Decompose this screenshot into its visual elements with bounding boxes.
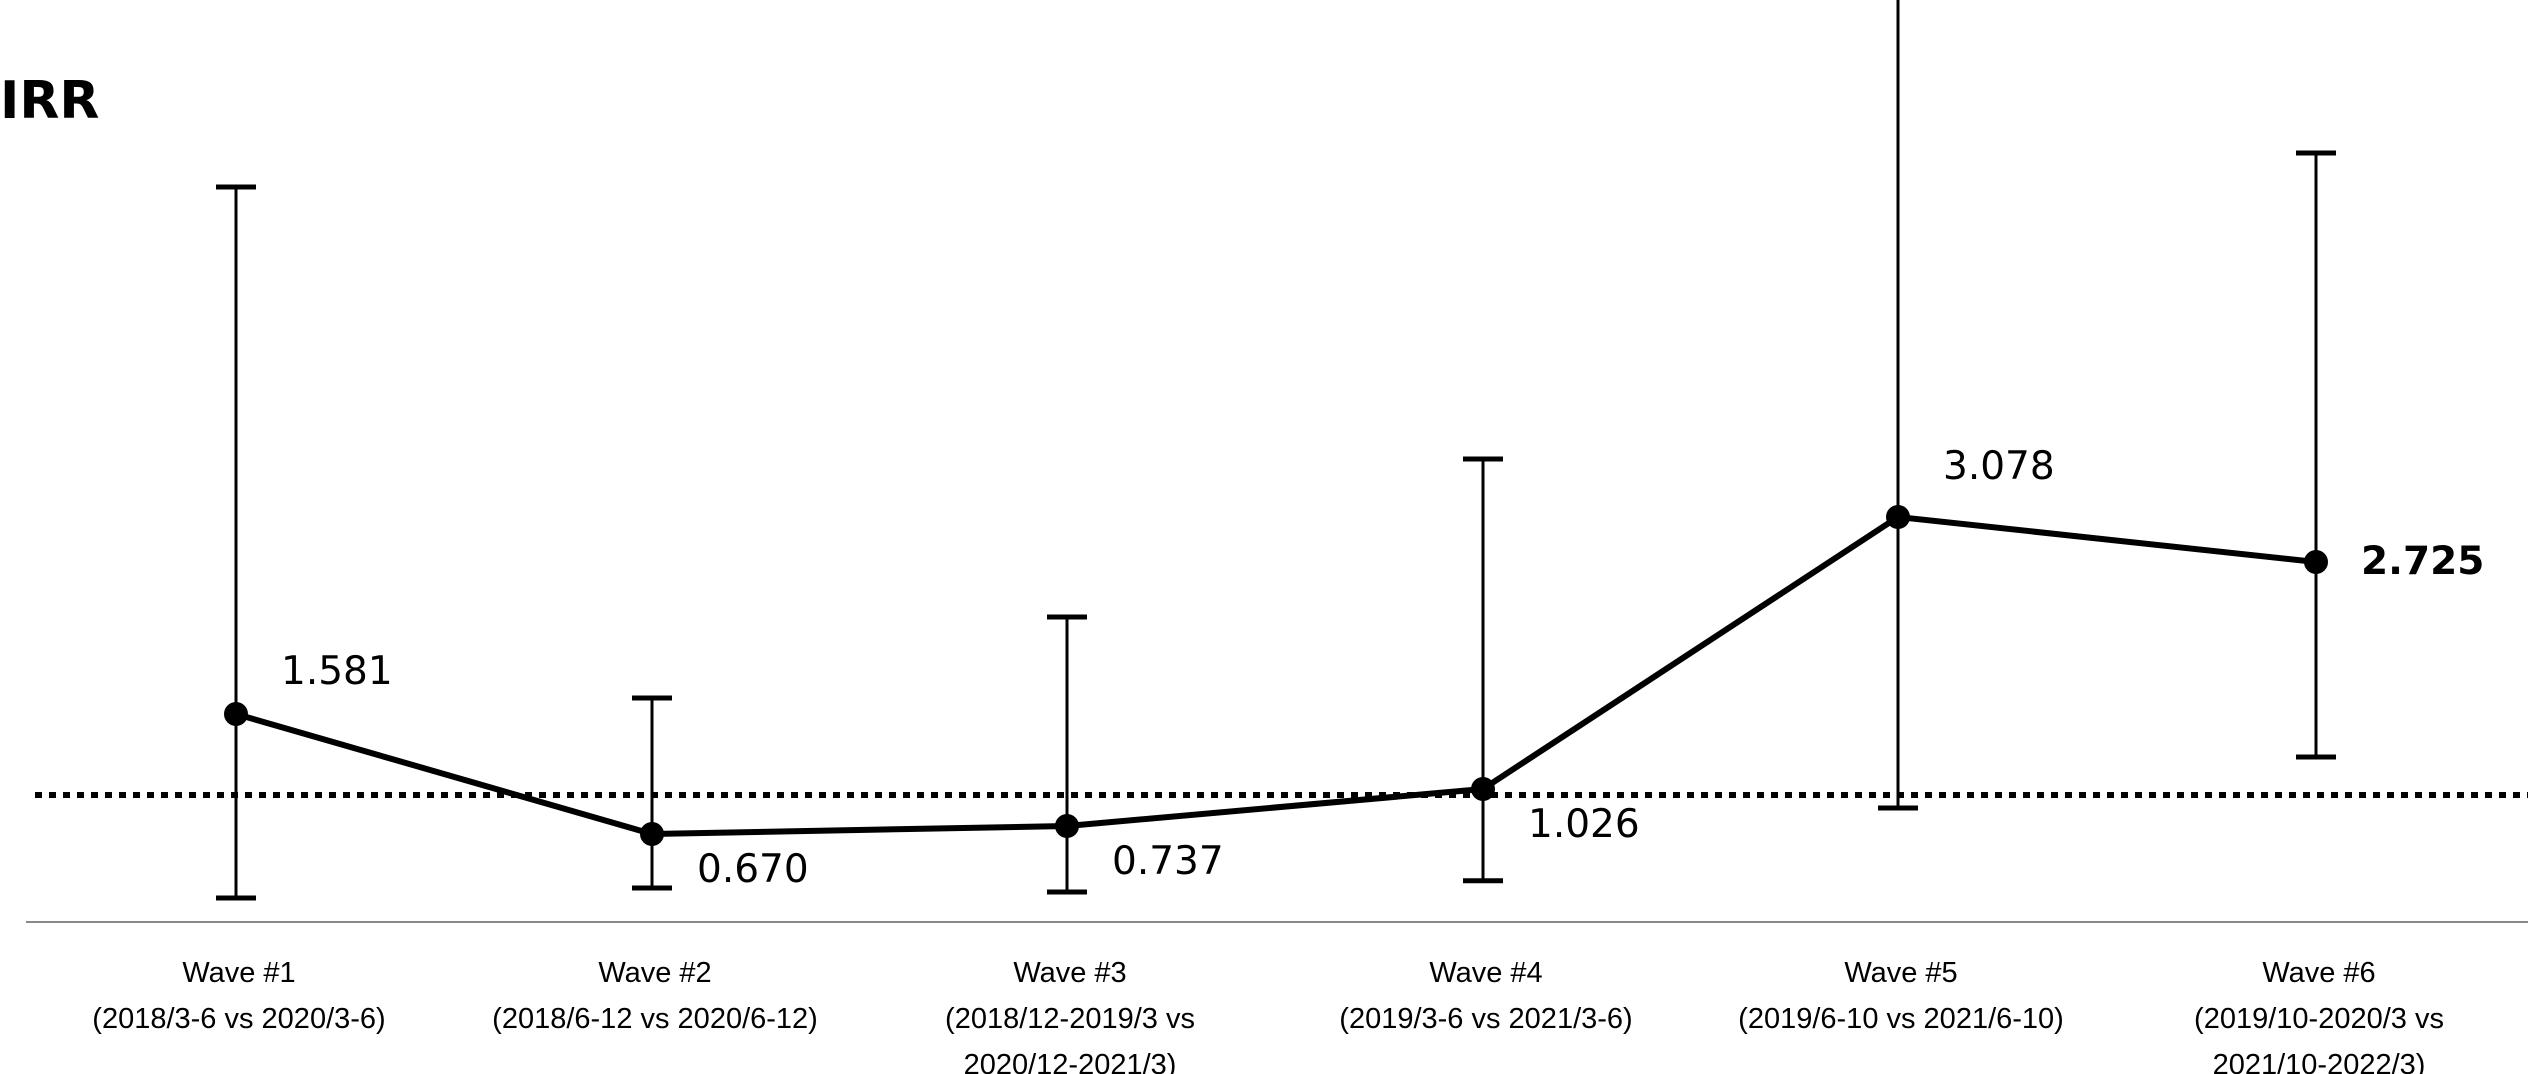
chart-marks: 1.581 0.670 0.737 1.026 3.078 2.725 Wave #1 (20… — [92, 0, 2484, 1074]
x-tick-label: Wave #2 — [598, 957, 711, 989]
x-tick-label: Wave #1 — [182, 957, 295, 989]
data-point — [1471, 777, 1495, 801]
data-point — [1886, 505, 1910, 529]
data-point — [224, 702, 248, 726]
data-label: 1.026 — [1528, 802, 1640, 847]
x-tick-sublabel: 2021/10-2022/3) — [2213, 1049, 2426, 1074]
x-tick-label: Wave #4 — [1429, 957, 1542, 989]
x-tick-sublabel: (2018/12-2019/3 vs — [945, 1003, 1195, 1035]
data-label: 3.078 — [1943, 444, 2055, 489]
x-tick-label: Wave #6 — [2262, 957, 2375, 989]
x-tick-sublabel: 2020/12-2021/3) — [964, 1049, 1177, 1074]
series-line — [235, 514, 2317, 837]
y-axis-label: IRR — [0, 71, 99, 131]
data-label: 1.581 — [281, 649, 393, 694]
x-tick-sublabel: (2019/3-6 vs 2021/3-6) — [1339, 1003, 1632, 1035]
x-tick-sublabel: (2019/10-2020/3 vs — [2194, 1003, 2444, 1035]
data-label: 0.737 — [1112, 839, 1224, 884]
x-tick-sublabel: (2018/3-6 vs 2020/3-6) — [92, 1003, 385, 1035]
data-point — [1055, 814, 1079, 838]
data-point — [640, 822, 664, 846]
data-point — [2304, 550, 2328, 574]
data-label: 2.725 — [2361, 539, 2484, 584]
x-tick-label: Wave #3 — [1013, 957, 1126, 989]
x-tick-label: Wave #5 — [1844, 957, 1957, 989]
data-label: 0.670 — [697, 847, 809, 892]
x-tick-sublabel: (2018/6-12 vs 2020/6-12) — [492, 1003, 818, 1035]
x-tick-sublabel: (2019/6-10 vs 2021/6-10) — [1738, 1003, 2064, 1035]
